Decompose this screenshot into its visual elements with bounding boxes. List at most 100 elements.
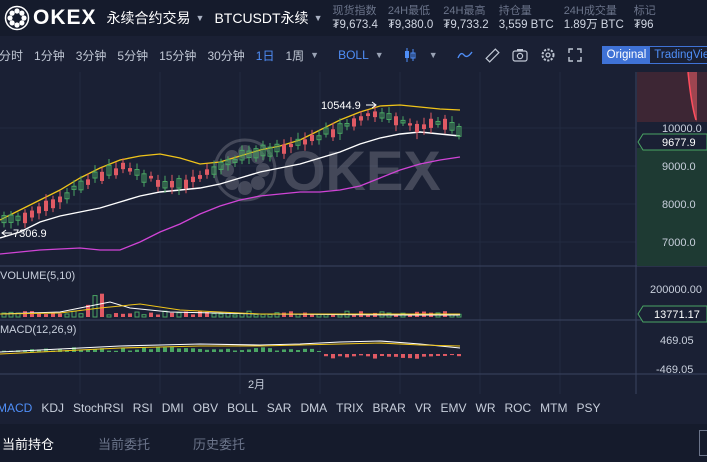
macd-bar xyxy=(324,354,328,357)
indicator-psy[interactable]: PSY xyxy=(576,401,601,415)
indicator-macd[interactable]: MACD xyxy=(0,401,33,415)
wave-line-icon[interactable] xyxy=(456,49,473,61)
price-axis-label: 7000.0 xyxy=(662,237,696,249)
indicator-vr[interactable]: VR xyxy=(414,401,432,415)
indicator-stochrsi[interactable]: StochRSI xyxy=(73,401,124,415)
indicator-dma[interactable]: DMA xyxy=(300,401,328,415)
candle-body xyxy=(282,144,286,154)
macd-bar xyxy=(170,347,174,352)
candle-body xyxy=(141,173,147,183)
timeframe-3m[interactable]: 3分钟 xyxy=(75,48,107,63)
tab-order-history[interactable]: 历史委托 xyxy=(193,436,246,452)
stat-index-price: 现货指数 ₮9,673.4 xyxy=(332,5,378,31)
candle-body xyxy=(78,180,84,191)
stat-24h-high: 24H最高 ₮9,733.2 xyxy=(443,5,489,31)
indicator-mtm[interactable]: MTM xyxy=(540,401,568,415)
macd-bar xyxy=(450,354,454,356)
indicator-trix[interactable]: TRIX xyxy=(336,401,364,415)
price-axis-label: 9000.0 xyxy=(662,161,696,173)
candle-body xyxy=(23,212,27,224)
kline-chart[interactable]: OKEX 10544.9 7306.9 10000.0 9000.0 8000.… xyxy=(0,72,707,394)
macd-bar xyxy=(408,354,412,359)
candle-body xyxy=(295,138,301,146)
volume-bar xyxy=(114,313,118,317)
macd-bar xyxy=(198,348,202,352)
candle-body xyxy=(456,126,462,137)
macd-bar xyxy=(296,350,300,352)
macd-bar xyxy=(135,349,139,352)
macd-bar xyxy=(142,347,146,352)
candle-body xyxy=(274,143,280,153)
candle-body xyxy=(253,148,259,159)
indicator-dmi[interactable]: DMI xyxy=(161,401,184,415)
indicator-boll[interactable]: BOLL xyxy=(227,401,258,415)
ruler-icon[interactable] xyxy=(484,47,500,63)
price-axis-label: 10000.0 xyxy=(662,123,702,135)
indicator-rsi[interactable]: RSI xyxy=(132,401,153,415)
macd-bar xyxy=(359,354,363,356)
chart-type-more-icon[interactable]: ▼ xyxy=(428,50,438,60)
view-tradingview-button[interactable]: TradingView xyxy=(654,49,707,61)
camera-icon[interactable] xyxy=(512,48,528,62)
okex-logo-icon xyxy=(4,5,30,31)
volume-bar xyxy=(1,312,7,318)
symbol-selector[interactable]: BTCUSDT永续 ▼ xyxy=(214,8,322,28)
macd-bar xyxy=(100,348,104,352)
okex-logo[interactable]: OKEX xyxy=(4,5,97,31)
timeframe-more-icon[interactable]: ▼ xyxy=(310,50,320,60)
indicator-obv[interactable]: OBV xyxy=(192,401,219,415)
macd-bar xyxy=(205,349,209,352)
macd-histogram xyxy=(2,347,461,359)
volume-bar xyxy=(44,314,48,317)
indicator-kdj[interactable]: KDJ xyxy=(41,401,65,415)
indicator-roc[interactable]: ROC xyxy=(504,401,532,415)
candle-body xyxy=(58,196,62,203)
chart-toolbar: 分时 1分钟 3分钟 5分钟 15分钟 30分钟 1日 1周 ▼ BOLL ▼ … xyxy=(0,40,707,70)
macd-bar xyxy=(177,348,181,352)
timeframe-1d[interactable]: 1日 xyxy=(255,48,275,63)
macd-bar xyxy=(457,354,461,357)
timeframe-1w[interactable]: 1周 xyxy=(285,48,305,63)
indicator-more-icon[interactable]: ▼ xyxy=(374,50,384,60)
candle-body xyxy=(114,168,118,176)
macd-bar xyxy=(72,347,76,352)
candle-body xyxy=(260,144,266,157)
candle-body xyxy=(198,175,202,179)
candle-body xyxy=(443,118,447,130)
indicator-brar[interactable]: BRAR xyxy=(372,401,406,415)
timeframe-1m[interactable]: 1分钟 xyxy=(34,48,65,63)
fullscreen-icon[interactable] xyxy=(567,48,582,62)
product-selector[interactable]: 永续合约交易 ▼ xyxy=(107,8,205,28)
candle-body xyxy=(415,123,419,133)
macd-bar xyxy=(429,354,433,357)
caret-down-icon: ▼ xyxy=(313,13,323,23)
macd-bar xyxy=(443,354,447,356)
indicator-emv[interactable]: EMV xyxy=(440,401,467,415)
indicator-wr[interactable]: WR xyxy=(475,401,496,415)
high-price-label: 10544.9 xyxy=(321,100,361,112)
indicator-selector[interactable]: BOLL xyxy=(338,48,369,62)
volume-bar xyxy=(92,295,98,318)
candle-body xyxy=(386,113,392,121)
indicator-sar[interactable]: SAR xyxy=(266,401,292,415)
candle-body xyxy=(30,210,34,218)
order-tabs: 当前持仓 当前委托 历史委托 xyxy=(0,424,707,462)
tab-current-positions[interactable]: 当前持仓 xyxy=(2,436,55,452)
candle-body xyxy=(267,146,273,157)
candle-body xyxy=(211,166,217,175)
timeframe-15m[interactable]: 15分钟 xyxy=(159,48,197,63)
gear-icon[interactable] xyxy=(540,47,556,63)
macd-bar xyxy=(401,354,405,358)
stat-open-interest: 持仓量 3,559 BTC xyxy=(498,5,554,31)
timeframe-5m[interactable]: 5分钟 xyxy=(117,48,149,63)
tab-open-orders[interactable]: 当前委托 xyxy=(98,436,151,452)
candlestick-icon[interactable] xyxy=(403,47,417,63)
view-original-button[interactable]: Original xyxy=(602,47,651,63)
macd-axis-label: -469.05 xyxy=(656,364,693,376)
macd-bar xyxy=(37,349,41,352)
candle-body xyxy=(310,134,314,142)
volume-axis-label: 200000.00 xyxy=(650,284,702,296)
timeframe-30m[interactable]: 30分钟 xyxy=(207,48,245,63)
timeframe-tick[interactable]: 分时 xyxy=(0,48,24,63)
volume-bar xyxy=(323,314,329,318)
